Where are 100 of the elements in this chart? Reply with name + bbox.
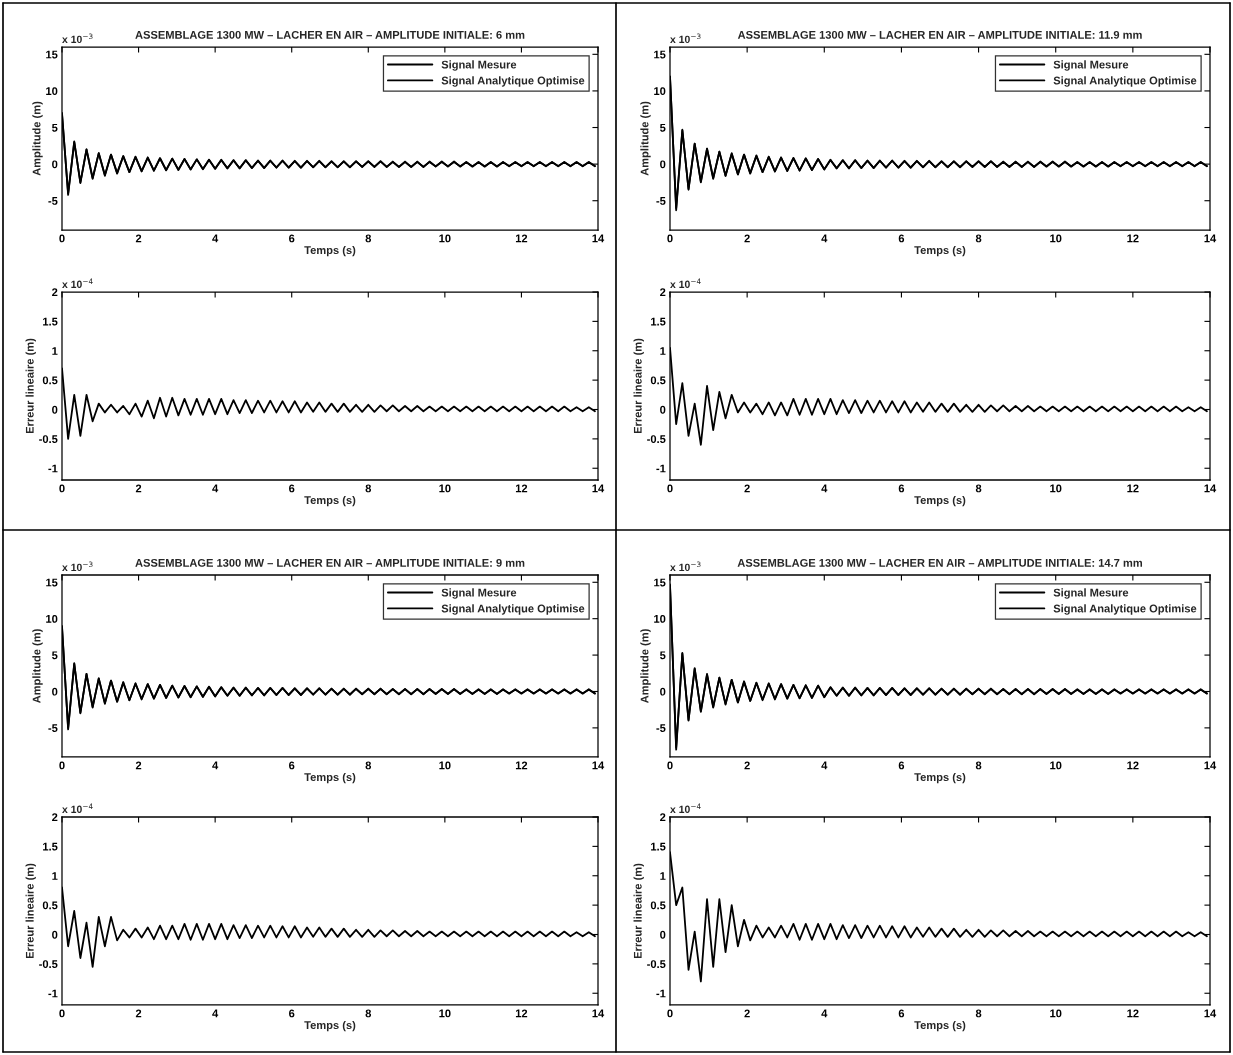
x-tick-label: 6: [898, 1009, 905, 1018]
x-tick-label: 8: [365, 484, 372, 493]
x-tick-label: 2: [744, 761, 750, 770]
y-tick-label: -5: [656, 724, 666, 733]
chart-title: ASSEMBLAGE 1300 MW – LACHER EN AIR – AMPLITUDE INITIALE: 6 mm: [135, 30, 525, 39]
y-axis-title: Amplitude (m): [640, 629, 651, 704]
y-tick-label: 1: [52, 347, 58, 355]
text: x 10$^{−3}$: [670, 561, 701, 572]
x-tick-label: 10: [439, 484, 451, 493]
y-tick-label: 0: [52, 687, 58, 696]
x-tick-label: 6: [898, 761, 905, 770]
x-axis-title: Temps (s): [304, 1020, 356, 1032]
x-tick-label: 12: [515, 1009, 528, 1018]
y-tick-label: 1: [660, 347, 666, 355]
legend-label: Signal Analytique Optimise: [1053, 76, 1197, 87]
y-tick-label: -5: [48, 197, 58, 205]
legend-label: Signal Mesure: [441, 60, 517, 71]
x-axis-title: Temps (s): [304, 772, 356, 784]
y-axis-title: Erreur lineaire (m): [633, 863, 644, 959]
x-axis-title: Temps (s): [914, 245, 966, 257]
text: x 10$^{−3}$: [62, 33, 93, 44]
x-tick-label: 10: [1050, 234, 1062, 243]
x-tick-label: 12: [1127, 484, 1139, 493]
y-tick-label: -5: [656, 197, 666, 205]
y-tick-label: 10: [46, 614, 58, 623]
x-tick-label: 2: [744, 234, 750, 243]
x-tick-label: 8: [975, 761, 982, 770]
x-tick-label: 12: [515, 761, 528, 770]
x-tick-label: 8: [365, 761, 372, 770]
legend-label: Signal Mesure: [1053, 60, 1129, 71]
x-axis-title: Temps (s): [914, 1020, 966, 1032]
x-tick-label: 8: [975, 1009, 982, 1018]
text: x 10$^{−4}$: [62, 803, 93, 813]
y-tick-label: 5: [660, 123, 666, 132]
text: x 10$^{−4}$: [62, 278, 93, 288]
x-tick-label: 0: [59, 234, 65, 243]
x-tick-label: 4: [821, 761, 828, 770]
y-tick-label: -0.5: [647, 960, 666, 969]
y-tick-label: -1: [656, 464, 666, 473]
y-tick-label: 15: [654, 578, 666, 587]
y-tick-label: 15: [46, 578, 58, 587]
x-axis-title: Temps (s): [304, 495, 356, 507]
y-axis-title: Amplitude (m): [32, 101, 43, 176]
y-axis-title: Erreur lineaire (m): [25, 338, 36, 434]
x-tick-label: 6: [289, 761, 295, 770]
text: x 10$^{−3}$: [62, 561, 93, 572]
y-tick-label: 0.5: [42, 901, 58, 910]
y-tick-label: 10: [654, 87, 666, 96]
x-tick-label: 8: [365, 234, 372, 243]
x-tick-label: 0: [667, 484, 673, 493]
y-tick-label: 2: [52, 288, 58, 297]
x-tick-label: 10: [1050, 1009, 1062, 1018]
x-tick-label: 12: [515, 234, 528, 243]
legend-label: Signal Analytique Optimise: [441, 604, 585, 615]
y-tick-label: 0: [52, 930, 58, 939]
x-tick-label: 10: [1050, 484, 1062, 493]
chart-title: ASSEMBLAGE 1300 MW – LACHER EN AIR – AMPLITUDE INITIALE: 9 mm: [135, 558, 525, 567]
x-tick-label: 6: [289, 1009, 295, 1018]
y-tick-label: 5: [660, 651, 666, 660]
x-tick-label: 14: [592, 484, 605, 493]
x-tick-label: 8: [975, 484, 982, 493]
x-tick-label: 6: [898, 484, 905, 493]
x-tick-label: 2: [135, 1009, 142, 1018]
x-tick-label: 4: [821, 234, 828, 243]
y-tick-label: 0: [52, 405, 58, 414]
x-axis-title: Temps (s): [914, 495, 966, 507]
x-tick-label: 14: [592, 1009, 605, 1018]
legend-label: Signal Mesure: [1053, 588, 1129, 599]
y-tick-label: 10: [46, 87, 58, 96]
x-tick-label: 4: [212, 234, 219, 243]
x-tick-label: 2: [135, 484, 142, 493]
x-tick-label: 4: [212, 484, 219, 493]
y-axis-title: Erreur lineaire (m): [633, 338, 644, 434]
legend-label: Signal Mesure: [441, 588, 517, 599]
x-tick-label: 14: [592, 761, 605, 770]
x-tick-label: 4: [821, 484, 828, 493]
x-tick-label: 4: [212, 1009, 219, 1018]
y-axis-title: Amplitude (m): [640, 101, 651, 176]
x-axis-title: Temps (s): [914, 772, 966, 784]
x-tick-label: 10: [439, 1009, 451, 1018]
y-tick-label: 1.5: [43, 317, 58, 326]
chart-title: ASSEMBLAGE 1300 MW – LACHER EN AIR – AMPLITUDE INITIALE: 11.9 mm: [737, 30, 1142, 39]
text: x 10$^{−4}$: [670, 803, 701, 813]
x-tick-label: 10: [439, 234, 451, 243]
x-tick-label: 6: [898, 234, 905, 243]
y-tick-label: 0: [660, 160, 666, 169]
x-tick-label: 14: [592, 234, 605, 243]
y-tick-label: 10: [654, 614, 666, 623]
x-tick-label: 0: [667, 1009, 673, 1018]
y-tick-label: 15: [46, 50, 58, 59]
y-tick-label: 1: [660, 872, 666, 880]
x-tick-label: 8: [975, 234, 982, 243]
x-tick-label: 4: [821, 1009, 828, 1018]
text: x 10$^{−4}$: [670, 278, 701, 288]
x-tick-label: 2: [135, 761, 142, 770]
y-tick-label: 2: [52, 813, 58, 822]
x-tick-label: 6: [289, 484, 295, 493]
x-tick-label: 12: [1127, 1009, 1139, 1018]
y-tick-label: -5: [48, 724, 58, 733]
x-tick-label: 2: [744, 1009, 750, 1018]
